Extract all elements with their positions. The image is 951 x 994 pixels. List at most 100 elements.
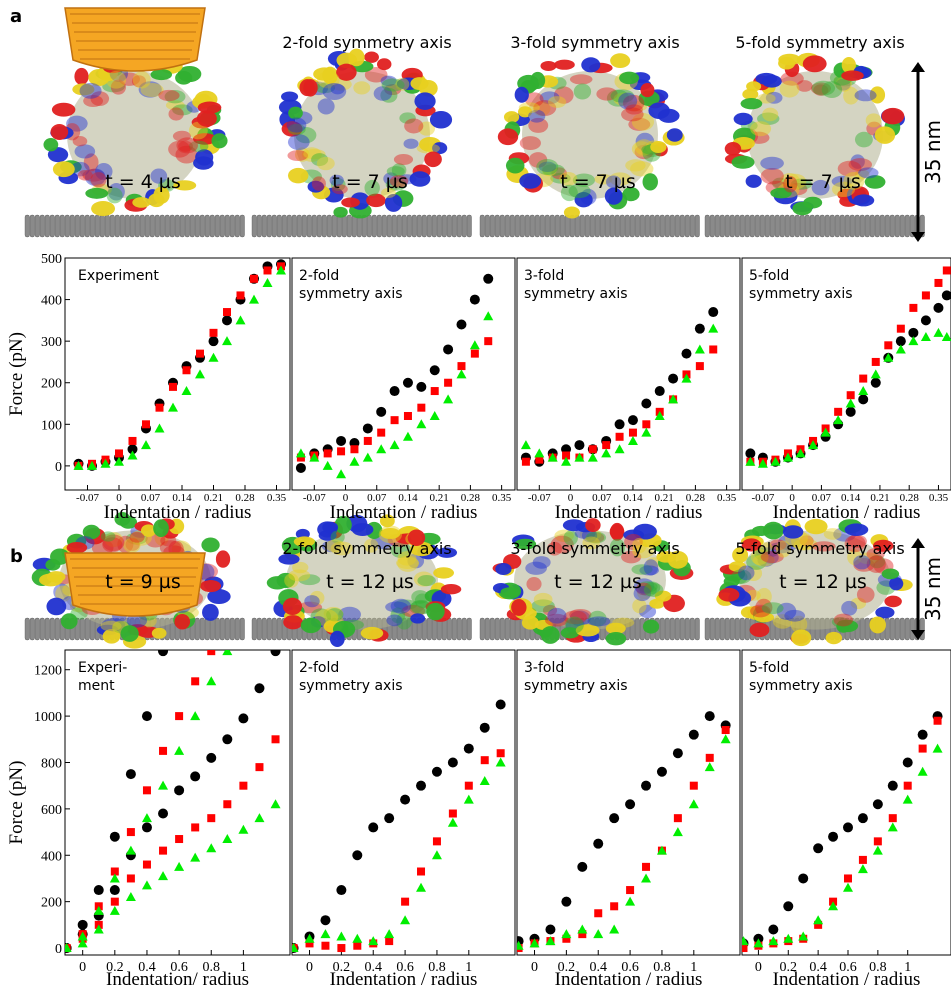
substrate-rod bbox=[905, 618, 910, 640]
capsid-protein bbox=[498, 128, 518, 145]
substrate-rod bbox=[485, 618, 490, 640]
point bbox=[918, 730, 928, 740]
substrate-rod bbox=[825, 215, 830, 237]
annotation: symmetry axis bbox=[524, 678, 628, 694]
point bbox=[908, 336, 918, 345]
substrate-rod bbox=[665, 215, 670, 237]
capsid-protein bbox=[380, 528, 400, 539]
x-axis-label: Indentation/ radius bbox=[106, 969, 249, 990]
capsid-protein bbox=[554, 60, 575, 70]
substrate-rod bbox=[432, 618, 437, 640]
point bbox=[921, 315, 931, 325]
chart: -0.0700.070.140.210.280.35Indentation / … bbox=[517, 258, 740, 523]
point bbox=[689, 730, 699, 740]
point bbox=[577, 924, 587, 933]
substrate-rod bbox=[427, 215, 432, 237]
x-tick-label: 0.35 bbox=[492, 492, 512, 504]
substrate-rod bbox=[905, 215, 910, 237]
chart: -0.0700.070.140.210.280.35Indentation / … bbox=[742, 258, 951, 523]
point bbox=[464, 795, 474, 804]
point bbox=[813, 843, 823, 853]
point bbox=[942, 290, 951, 300]
capsid-protein bbox=[761, 168, 784, 184]
capsid-protein bbox=[778, 57, 795, 70]
point bbox=[545, 924, 555, 934]
point bbox=[391, 416, 399, 424]
substrate-rod bbox=[705, 215, 710, 237]
substrate-rod bbox=[352, 215, 357, 237]
substrate-rod bbox=[145, 215, 150, 237]
capsid-protein bbox=[734, 113, 753, 125]
point bbox=[889, 814, 897, 822]
capsid-protein bbox=[386, 614, 402, 626]
substrate-rod bbox=[257, 215, 262, 237]
point bbox=[588, 453, 598, 462]
capsid-protein bbox=[46, 598, 66, 616]
point bbox=[847, 391, 855, 399]
x-tick-label: 0 bbox=[306, 960, 313, 975]
substrate-rod bbox=[462, 618, 467, 640]
capsid-protein bbox=[43, 138, 58, 151]
x-tick-label: 0.35 bbox=[267, 492, 287, 504]
substrate-rod bbox=[685, 215, 690, 237]
substrate-rod bbox=[220, 618, 225, 640]
point bbox=[933, 744, 943, 753]
x-axis-label: Indentation / radius bbox=[330, 502, 478, 523]
image-caption: 3-fold symmetry axis bbox=[510, 33, 679, 52]
capsid-protein bbox=[284, 573, 299, 587]
substrate-rod bbox=[615, 215, 620, 237]
substrate-rod bbox=[467, 618, 472, 640]
point bbox=[483, 274, 493, 284]
substrate-rod bbox=[200, 618, 205, 640]
point bbox=[377, 429, 385, 437]
capsid-protein bbox=[417, 143, 440, 153]
substrate-rod bbox=[675, 618, 680, 640]
point bbox=[196, 350, 204, 358]
substrate-rod bbox=[437, 215, 442, 237]
substrate-rod bbox=[452, 215, 457, 237]
point bbox=[844, 874, 852, 882]
capsid-protein bbox=[301, 618, 322, 633]
substrate-rod bbox=[397, 215, 402, 237]
time-label: t = 7 µs bbox=[332, 171, 408, 193]
x-tick-label: 0 bbox=[79, 960, 86, 975]
capsid-protein bbox=[541, 626, 560, 644]
capsid-protein bbox=[317, 157, 335, 170]
capsid-protein bbox=[410, 77, 428, 90]
point bbox=[364, 437, 372, 445]
point bbox=[497, 749, 505, 757]
y-tick-label: 100 bbox=[41, 418, 62, 433]
point bbox=[843, 883, 853, 892]
capsid-protein bbox=[606, 632, 627, 645]
point bbox=[321, 942, 329, 950]
point bbox=[126, 892, 136, 901]
point bbox=[783, 901, 793, 911]
point bbox=[384, 929, 394, 938]
point bbox=[444, 379, 452, 387]
capsid-protein bbox=[746, 81, 761, 91]
point bbox=[768, 924, 778, 934]
point bbox=[336, 469, 346, 478]
point bbox=[376, 444, 386, 453]
capsid-protein bbox=[330, 631, 345, 647]
capsid-protein bbox=[91, 201, 115, 216]
substrate-rod bbox=[855, 215, 860, 237]
point bbox=[263, 278, 273, 287]
substrate-rod bbox=[25, 618, 30, 640]
substrate-rod bbox=[745, 618, 750, 640]
point bbox=[481, 756, 489, 764]
point bbox=[237, 291, 245, 299]
time-label: t = 7 µs bbox=[560, 171, 636, 193]
capsid-protein bbox=[495, 563, 511, 575]
point bbox=[175, 835, 183, 843]
point bbox=[352, 934, 362, 943]
point bbox=[206, 753, 216, 763]
substrate-rod bbox=[105, 215, 110, 237]
x-tick-label: 0.35 bbox=[929, 492, 949, 504]
time-label: t = 9 µs bbox=[105, 571, 181, 593]
capsid-protein bbox=[106, 71, 126, 89]
substrate-rod bbox=[140, 215, 145, 237]
capsid-protein bbox=[304, 595, 319, 607]
point bbox=[909, 304, 917, 312]
capsid-protein bbox=[746, 175, 762, 188]
